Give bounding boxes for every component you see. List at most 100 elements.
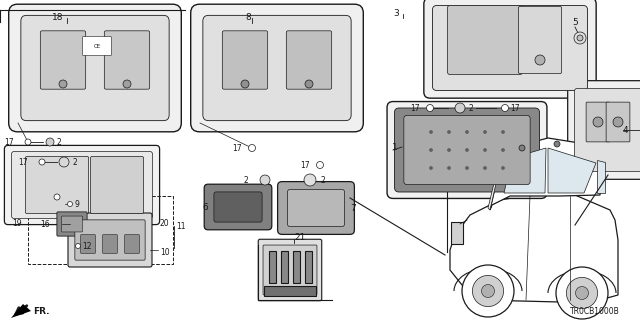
Circle shape <box>502 105 509 111</box>
FancyBboxPatch shape <box>40 31 86 89</box>
Polygon shape <box>11 304 31 318</box>
FancyBboxPatch shape <box>4 145 159 225</box>
FancyBboxPatch shape <box>286 31 332 89</box>
FancyBboxPatch shape <box>222 31 268 89</box>
Bar <box>280 251 287 283</box>
FancyBboxPatch shape <box>214 192 262 222</box>
FancyBboxPatch shape <box>518 6 562 74</box>
Circle shape <box>447 131 451 133</box>
Circle shape <box>429 166 433 170</box>
Text: 17: 17 <box>232 143 242 153</box>
Circle shape <box>260 175 270 185</box>
Circle shape <box>67 202 72 206</box>
Circle shape <box>465 148 468 151</box>
Text: 11: 11 <box>176 221 186 230</box>
Text: 6: 6 <box>202 203 208 212</box>
Circle shape <box>577 35 583 41</box>
FancyBboxPatch shape <box>204 184 272 230</box>
Text: 2: 2 <box>468 103 473 113</box>
Circle shape <box>241 80 249 88</box>
Text: 7: 7 <box>350 204 356 212</box>
Text: 17: 17 <box>18 157 28 166</box>
Text: 12: 12 <box>82 242 92 251</box>
Text: 8: 8 <box>245 12 251 21</box>
Circle shape <box>613 117 623 127</box>
Circle shape <box>59 80 67 88</box>
Text: TR0CB1000B: TR0CB1000B <box>570 308 620 316</box>
Circle shape <box>429 148 433 151</box>
Circle shape <box>462 265 514 317</box>
Circle shape <box>76 244 81 249</box>
Circle shape <box>447 148 451 151</box>
Circle shape <box>447 166 451 170</box>
FancyBboxPatch shape <box>83 37 111 55</box>
FancyBboxPatch shape <box>404 115 530 185</box>
FancyBboxPatch shape <box>263 245 317 295</box>
FancyBboxPatch shape <box>9 4 181 132</box>
Circle shape <box>248 145 255 151</box>
Text: FR.: FR. <box>33 308 49 316</box>
Circle shape <box>502 166 504 170</box>
FancyBboxPatch shape <box>575 89 640 172</box>
Text: 2: 2 <box>72 157 77 166</box>
FancyBboxPatch shape <box>104 31 150 89</box>
Circle shape <box>305 80 313 88</box>
Circle shape <box>465 166 468 170</box>
Polygon shape <box>504 148 546 193</box>
Circle shape <box>483 166 486 170</box>
Text: 20: 20 <box>159 219 168 228</box>
FancyBboxPatch shape <box>12 152 152 219</box>
Bar <box>292 251 300 283</box>
Circle shape <box>317 162 323 169</box>
FancyBboxPatch shape <box>586 102 610 142</box>
Polygon shape <box>548 148 596 193</box>
FancyBboxPatch shape <box>81 235 95 253</box>
Text: 4: 4 <box>623 125 628 134</box>
Text: 21: 21 <box>294 233 305 242</box>
FancyBboxPatch shape <box>68 213 152 267</box>
Circle shape <box>481 284 495 298</box>
Text: 17: 17 <box>4 138 13 147</box>
Circle shape <box>502 131 504 133</box>
Polygon shape <box>490 138 605 210</box>
Text: 5: 5 <box>572 18 578 27</box>
Circle shape <box>566 277 598 308</box>
FancyBboxPatch shape <box>61 216 83 232</box>
FancyBboxPatch shape <box>387 101 547 198</box>
Text: 3: 3 <box>393 9 399 18</box>
Polygon shape <box>488 148 510 210</box>
FancyBboxPatch shape <box>606 102 630 142</box>
Text: 19: 19 <box>12 219 22 228</box>
Bar <box>451 222 463 244</box>
Polygon shape <box>597 160 605 193</box>
FancyBboxPatch shape <box>103 235 117 253</box>
Text: 17: 17 <box>300 161 310 170</box>
FancyBboxPatch shape <box>125 235 140 253</box>
FancyBboxPatch shape <box>278 182 355 234</box>
Text: 2: 2 <box>56 138 61 147</box>
FancyBboxPatch shape <box>75 220 145 260</box>
Circle shape <box>519 145 525 151</box>
FancyBboxPatch shape <box>26 156 88 214</box>
FancyBboxPatch shape <box>90 156 143 213</box>
Circle shape <box>304 174 316 186</box>
FancyBboxPatch shape <box>191 4 364 132</box>
Circle shape <box>556 267 608 319</box>
Circle shape <box>472 276 504 307</box>
Circle shape <box>574 32 586 44</box>
Text: 9: 9 <box>74 199 79 209</box>
Text: 2: 2 <box>243 175 248 185</box>
Circle shape <box>593 117 603 127</box>
Circle shape <box>535 55 545 65</box>
Circle shape <box>429 131 433 133</box>
Text: 10: 10 <box>160 247 170 257</box>
Circle shape <box>426 105 433 111</box>
FancyBboxPatch shape <box>447 5 522 75</box>
FancyBboxPatch shape <box>287 189 344 227</box>
FancyBboxPatch shape <box>21 15 169 121</box>
Text: 17: 17 <box>510 103 520 113</box>
Circle shape <box>575 286 589 300</box>
FancyBboxPatch shape <box>203 15 351 121</box>
Bar <box>305 251 312 283</box>
Circle shape <box>25 139 31 145</box>
